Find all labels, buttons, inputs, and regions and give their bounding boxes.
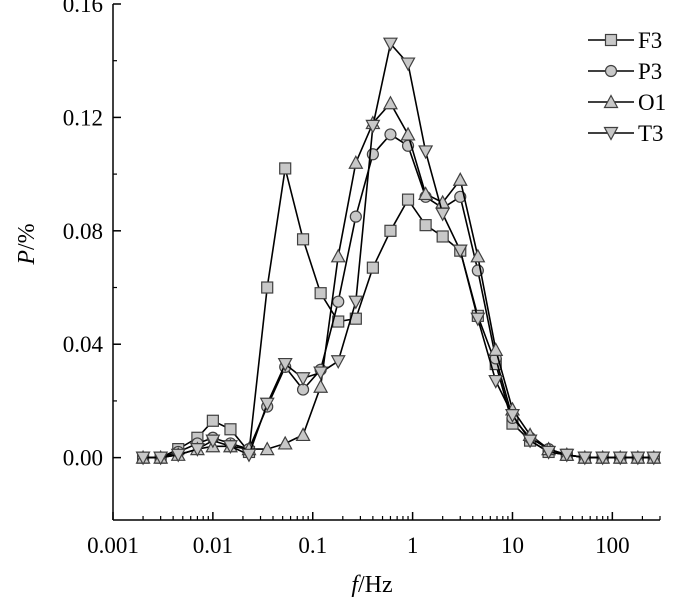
legend-marker-F3: [604, 33, 618, 47]
series-F3: [136, 162, 660, 464]
data-point-T3: [189, 443, 205, 457]
series-P3: [136, 128, 660, 464]
data-point-F3: [401, 193, 415, 206]
data-point-T3: [470, 312, 486, 327]
data-point-T3: [630, 451, 646, 466]
x-tick-label: 0.1: [298, 533, 327, 558]
data-point-O1: [470, 248, 486, 263]
legend-label-T3: T3: [638, 121, 664, 146]
data-point-T3: [382, 37, 398, 52]
data-point-O1: [313, 378, 329, 393]
legend-label-F3: F3: [638, 28, 662, 53]
data-point-T3: [541, 445, 557, 460]
series-line-F3: [143, 168, 654, 459]
x-tick-label: 0.01: [193, 533, 233, 558]
data-point-T3: [222, 440, 238, 455]
data-point-T3: [559, 448, 575, 463]
data-point-F3: [206, 414, 219, 427]
x-tick-label: 100: [595, 533, 630, 558]
legend-marker-T3: [603, 126, 619, 141]
data-point-O1: [452, 172, 468, 186]
legend-label-P3: P3: [638, 59, 662, 84]
data-point-F3: [384, 224, 397, 237]
data-point-T3: [365, 119, 381, 134]
data-point-T3: [135, 451, 151, 466]
x-axis-title: f/Hz: [351, 572, 392, 598]
data-point-O1: [330, 248, 346, 263]
x-tick-label: 1: [407, 533, 419, 558]
data-point-T3: [522, 434, 538, 449]
y-tick-label: 0.00: [63, 446, 103, 471]
data-point-O1: [348, 155, 364, 169]
data-point-F3: [261, 281, 274, 294]
legend-marker-O1: [603, 94, 619, 109]
data-point-F3: [419, 219, 432, 232]
data-point-T3: [330, 355, 346, 369]
data-point-O1: [400, 126, 416, 141]
data-point-O1: [418, 186, 434, 201]
data-point-T3: [241, 448, 257, 463]
series-layer: [135, 37, 662, 466]
data-point-F3: [436, 230, 449, 243]
series-T3: [135, 37, 662, 466]
data-point-T3: [577, 451, 593, 466]
data-point-T3: [259, 397, 275, 412]
data-point-T3: [435, 207, 451, 222]
data-point-T3: [153, 451, 169, 466]
x-tick-label: 0.001: [87, 533, 139, 558]
y-tick-label: 0.12: [63, 105, 103, 130]
data-point-T3: [612, 451, 628, 466]
axes: 0.00 0.04 0.08 0.12 0.16 0.001 0.01 0.1 1 10 100: [63, 0, 661, 558]
data-point-P3: [332, 295, 345, 308]
data-point-F3: [366, 261, 379, 274]
data-point-F3: [296, 233, 310, 246]
data-point-F3: [224, 423, 237, 436]
data-point-O1: [295, 427, 311, 442]
data-point-T3: [295, 372, 311, 387]
data-point-T3: [313, 366, 329, 381]
legend-marker-P3: [604, 64, 618, 78]
data-point-T3: [646, 451, 662, 466]
data-point-T3: [205, 434, 221, 449]
data-point-T3: [277, 357, 293, 372]
data-point-O1: [277, 435, 293, 450]
data-point-O1: [382, 95, 398, 110]
data-point-T3: [488, 374, 504, 389]
data-point-P3: [349, 210, 362, 223]
x-tick-label: 10: [501, 533, 524, 558]
legend: F3 P3 O1 T3: [588, 28, 666, 146]
data-point-T3: [418, 145, 434, 160]
y-axis-title: P/%: [14, 223, 40, 265]
data-point-T3: [170, 448, 186, 463]
y-tick-label: 0.04: [63, 332, 104, 357]
data-point-T3: [504, 408, 520, 423]
legend-label-O1: O1: [638, 90, 666, 115]
data-point-O1: [259, 441, 275, 456]
data-point-T3: [452, 244, 468, 259]
data-point-F3: [314, 287, 327, 300]
data-point-T3: [595, 451, 611, 466]
data-point-P3: [384, 128, 397, 141]
series-line-P3: [143, 133, 654, 459]
data-point-T3: [400, 57, 416, 72]
y-tick-label: 0.08: [63, 219, 103, 244]
data-point-T3: [348, 295, 364, 310]
y-tick-label: 0.16: [63, 0, 103, 17]
series-line-T3: [143, 41, 654, 459]
data-point-F3: [279, 162, 292, 175]
data-point-O1: [488, 342, 504, 356]
series-O1: [135, 95, 662, 464]
series-line-O1: [143, 101, 654, 459]
